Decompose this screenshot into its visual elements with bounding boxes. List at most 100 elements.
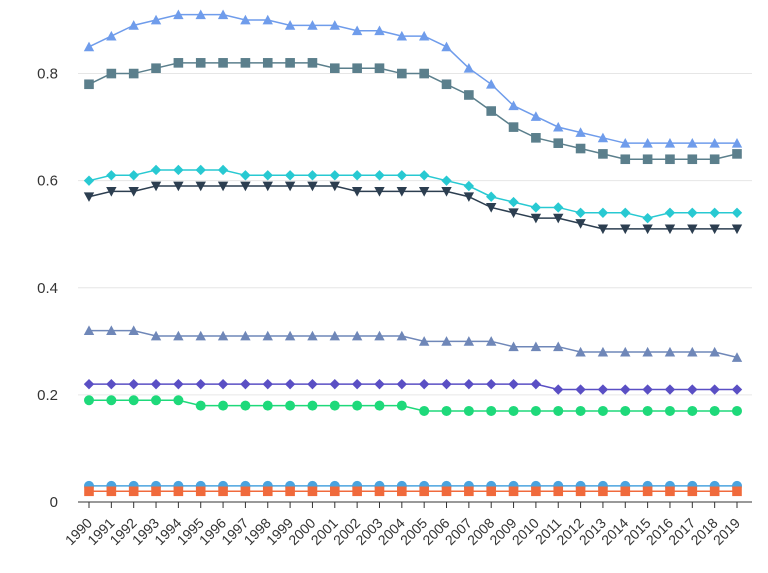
- data-point: [217, 378, 229, 390]
- data-point: [217, 330, 229, 341]
- data-point: [195, 330, 206, 341]
- data-point: [329, 330, 340, 341]
- data-point: [731, 137, 743, 148]
- data-point: [642, 212, 653, 224]
- data-point: [285, 486, 295, 497]
- data-point: [285, 400, 296, 411]
- data-point: [150, 181, 162, 192]
- data-point: [396, 186, 408, 197]
- data-point: [419, 405, 430, 416]
- data-point: [731, 352, 743, 362]
- y-tick-label: 0.8: [37, 66, 58, 83]
- data-point: [351, 186, 363, 197]
- data-point: [620, 405, 631, 416]
- data-point: [195, 378, 206, 390]
- data-point: [598, 149, 608, 159]
- data-point: [195, 181, 206, 192]
- data-point: [463, 405, 474, 416]
- data-point: [240, 400, 251, 411]
- data-point: [284, 330, 296, 341]
- data-point: [173, 58, 184, 68]
- data-point: [709, 224, 720, 235]
- data-point: [262, 400, 273, 411]
- data-point: [418, 378, 430, 390]
- data-point: [84, 79, 94, 90]
- data-point: [464, 90, 474, 100]
- data-point: [597, 405, 608, 416]
- data-point: [620, 346, 631, 357]
- data-point: [553, 202, 564, 213]
- data-point: [732, 405, 742, 416]
- series-7: [84, 395, 742, 416]
- x-tick-label: 2019: [710, 515, 743, 548]
- data-point: [285, 58, 295, 68]
- data-point: [284, 378, 296, 390]
- data-point: [128, 20, 139, 30]
- data-point: [709, 486, 720, 497]
- data-point: [151, 486, 161, 497]
- data-point: [486, 486, 497, 497]
- series-6: [83, 378, 743, 395]
- data-point: [217, 9, 229, 20]
- data-point: [128, 378, 139, 390]
- data-point: [396, 170, 408, 181]
- data-point: [464, 486, 474, 497]
- data-point: [128, 68, 139, 79]
- data-point: [262, 170, 273, 181]
- data-point: [240, 486, 251, 497]
- data-point: [374, 486, 385, 497]
- data-point: [553, 213, 564, 224]
- data-point: [575, 207, 586, 218]
- data-point: [597, 346, 609, 357]
- data-point: [106, 30, 117, 41]
- data-point: [84, 486, 94, 497]
- data-point: [441, 41, 452, 52]
- data-point: [128, 170, 139, 181]
- data-point: [665, 486, 675, 497]
- data-point: [329, 400, 340, 411]
- data-point: [620, 154, 631, 165]
- data-point: [486, 106, 497, 116]
- data-point: [351, 330, 363, 341]
- data-point: [687, 384, 698, 395]
- data-point: [307, 330, 318, 341]
- data-point: [418, 170, 430, 181]
- data-point: [307, 378, 318, 390]
- series-group: [83, 9, 743, 497]
- data-point: [642, 154, 653, 165]
- data-point: [106, 325, 117, 336]
- data-point: [195, 58, 206, 68]
- data-point: [508, 405, 519, 416]
- data-point: [709, 346, 720, 357]
- data-point: [173, 486, 184, 497]
- data-point: [463, 180, 475, 192]
- data-point: [597, 207, 609, 218]
- data-point: [486, 378, 497, 390]
- data-point: [441, 336, 452, 346]
- data-point: [374, 170, 385, 181]
- data-point: [240, 378, 251, 390]
- data-point: [284, 181, 296, 192]
- data-point: [329, 63, 340, 73]
- data-point: [553, 138, 564, 148]
- data-point: [307, 170, 318, 181]
- data-point: [575, 219, 586, 229]
- data-point: [418, 30, 430, 41]
- y-tick-label: 0.2: [37, 387, 58, 404]
- data-point: [687, 405, 698, 416]
- series-4: [83, 181, 743, 235]
- data-point: [307, 20, 318, 30]
- data-point: [173, 9, 184, 20]
- data-point: [150, 14, 162, 25]
- data-point: [218, 400, 229, 411]
- data-point: [307, 486, 318, 497]
- series-5: [83, 325, 743, 362]
- data-point: [486, 191, 497, 202]
- data-point: [329, 20, 340, 30]
- data-point: [419, 68, 429, 79]
- data-point: [441, 175, 452, 186]
- data-point: [463, 63, 475, 73]
- data-point: [262, 378, 273, 390]
